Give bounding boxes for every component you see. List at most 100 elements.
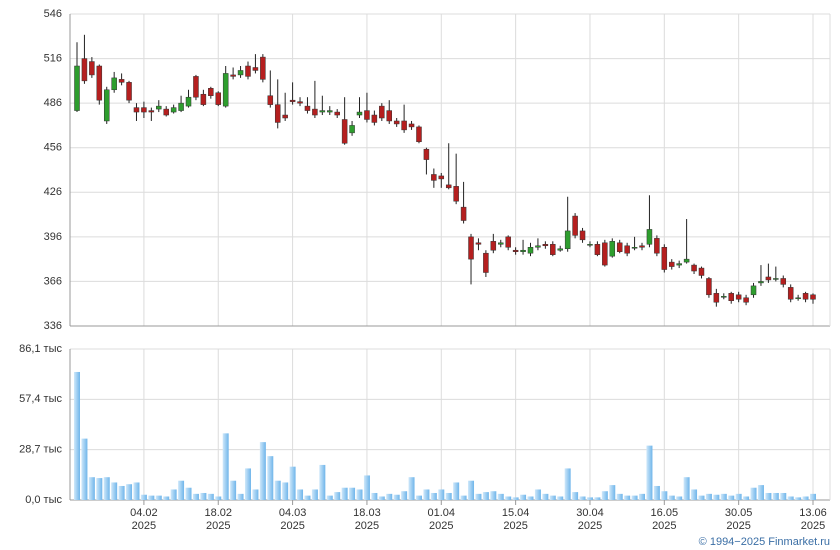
candle-body <box>274 104 281 123</box>
candle-body <box>81 58 88 82</box>
volume-bar <box>88 477 95 500</box>
candle-body <box>542 244 549 247</box>
volume-bar <box>594 497 601 500</box>
candle-body <box>780 278 787 285</box>
candle-body <box>118 79 125 83</box>
candle-body <box>237 70 244 76</box>
candle-body <box>654 238 660 254</box>
candle-body <box>170 107 177 113</box>
volume-bar <box>505 496 512 500</box>
candle-body <box>661 247 668 270</box>
candle-body <box>356 111 363 116</box>
volume-bar <box>192 493 199 500</box>
candle-body <box>416 126 422 143</box>
volume-bar <box>178 480 185 500</box>
y-tick-label: 28,7 тыс <box>19 444 62 456</box>
candle-body <box>639 245 645 248</box>
footer: © 1994−2025 Finmarket.ru <box>698 536 830 548</box>
candle-body <box>334 111 340 116</box>
volume-bar <box>765 492 772 500</box>
volume-bar <box>757 485 764 500</box>
candle-body <box>349 125 355 134</box>
candle-body <box>74 65 80 111</box>
candle-body <box>616 242 623 252</box>
volume-bar <box>698 495 705 500</box>
volume-bar <box>96 478 103 500</box>
y-tick-label: 336 <box>44 320 62 332</box>
volume-bar <box>453 482 460 500</box>
candle-body <box>96 65 103 101</box>
candle-body <box>579 230 586 241</box>
volume-bar <box>401 491 408 500</box>
candle-body <box>222 73 229 107</box>
volume-bar <box>520 494 527 500</box>
volume-bar <box>215 496 222 500</box>
candle-body <box>163 108 169 116</box>
volume-bar <box>356 489 363 500</box>
candle-body <box>297 101 303 104</box>
candle-body <box>252 67 259 71</box>
volume-bar <box>408 477 415 500</box>
candle-body <box>721 296 727 298</box>
candle-body <box>445 184 452 189</box>
candle-body <box>89 61 95 76</box>
volume-bar <box>185 487 192 500</box>
volume-bar <box>802 496 809 500</box>
candle-body <box>609 241 616 257</box>
volume-bar <box>549 495 556 500</box>
volume-bar <box>371 492 378 500</box>
y-tick-label: 426 <box>44 186 62 198</box>
volume-bar <box>668 495 675 500</box>
volume-bar <box>787 496 794 500</box>
volume-bar <box>282 482 289 500</box>
volume-bar <box>750 487 757 500</box>
volume-bar <box>222 433 229 500</box>
candle-body <box>564 230 571 249</box>
candle-body <box>750 285 757 296</box>
candle-body <box>602 242 608 266</box>
volume-bar <box>244 468 251 500</box>
candle-body <box>178 102 184 111</box>
candle-body <box>408 123 415 128</box>
candle-body <box>193 76 199 98</box>
candle-body <box>304 105 311 111</box>
volume-bar <box>274 480 281 500</box>
volume-bar <box>111 482 118 500</box>
y-tick-label: 456 <box>44 142 62 154</box>
candle-body <box>327 110 333 113</box>
volume-bar <box>720 493 727 500</box>
candle-body <box>438 175 445 180</box>
candle-body <box>676 263 682 266</box>
volume-bar <box>267 456 274 500</box>
volume-bar <box>705 493 712 500</box>
volume-bar <box>468 480 475 500</box>
y-tick-label: 516 <box>44 52 62 64</box>
volume-bar <box>415 495 422 500</box>
candle-body <box>773 278 779 280</box>
x-tick-label: 04.02 2025 <box>130 507 158 532</box>
volume-bar <box>639 493 646 500</box>
candle-body <box>795 297 801 300</box>
volume-bar <box>735 493 742 500</box>
volume-bar <box>728 495 735 500</box>
candle-body <box>728 293 734 301</box>
volume-bar <box>579 496 586 500</box>
volume-bar <box>297 489 304 500</box>
candle-body <box>691 264 697 272</box>
volume-bar <box>646 445 653 500</box>
x-tick-label: 04.03 2025 <box>278 507 307 532</box>
candle-body <box>810 294 816 300</box>
candle-body <box>468 236 474 260</box>
x-tick-label: 15.04 2025 <box>501 507 530 532</box>
volume-bar <box>772 492 779 500</box>
volume-bar <box>133 482 140 500</box>
candle-body <box>787 287 794 300</box>
volume-bar <box>810 493 816 500</box>
volume-bar <box>259 442 266 500</box>
candle-body <box>364 110 370 120</box>
volume-bar <box>304 495 311 500</box>
x-tick-label: 16.05 2025 <box>650 507 679 532</box>
volume-bar <box>289 466 296 500</box>
volume-bar <box>683 477 690 500</box>
candle-body <box>148 110 155 113</box>
